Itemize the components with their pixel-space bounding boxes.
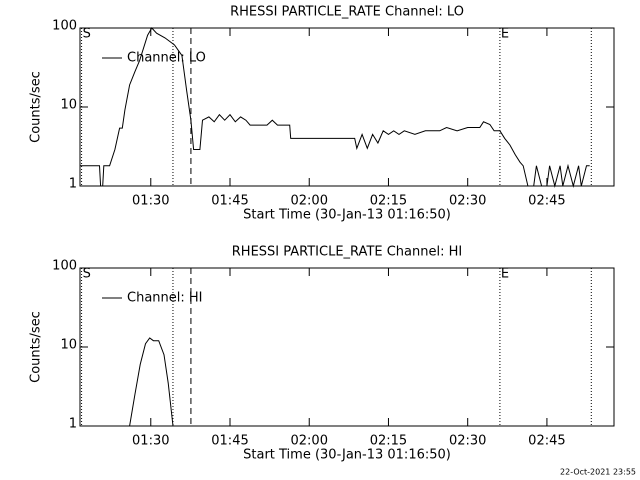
x-tick-label: 02:30 [449,434,486,449]
x-tick-label: 02:30 [449,194,486,209]
series-line [80,27,590,188]
series-line [129,337,174,427]
x-tick-label: 02:15 [370,434,407,449]
y-tick-label: 10 [60,338,77,353]
y-tick-label: 100 [52,259,77,274]
legend-label: Channel: LO [127,51,206,66]
x-tick-label: 02:45 [528,434,565,449]
chart-title: RHESSI PARTICLE_RATE Channel: LO [230,5,464,20]
chart-title: RHESSI PARTICLE_RATE Channel: HI [232,245,462,260]
x-tick-label: 01:30 [132,194,169,209]
x-tick-label: 01:30 [132,434,169,449]
y-axis-label: Counts/sec [29,311,44,383]
marker-label: E [501,27,509,42]
y-axis-label: Counts/sec [29,71,44,143]
legend-label: Channel: HI [127,291,203,306]
y-tick-label: 1 [69,177,77,192]
x-tick-label: 02:00 [291,194,328,209]
x-tick-label: 02:00 [291,434,328,449]
x-tick-label: 02:45 [528,194,565,209]
y-tick-label: 1 [69,417,77,432]
y-tick-label: 100 [52,19,77,34]
footer: 22-Oct-2021 23:55 [560,468,636,477]
marker-label: S [83,267,91,282]
x-tick-label: 01:45 [211,434,248,449]
x-tick-label: 01:45 [211,194,248,209]
x-tick-label: 02:15 [370,194,407,209]
x-axis-label: Start Time (30-Jan-13 01:16:50) [243,208,451,223]
x-axis-label: Start Time (30-Jan-13 01:16:50) [243,448,451,463]
marker-label: S [83,27,91,42]
marker-label: E [501,267,509,282]
y-tick-label: 10 [60,98,77,113]
